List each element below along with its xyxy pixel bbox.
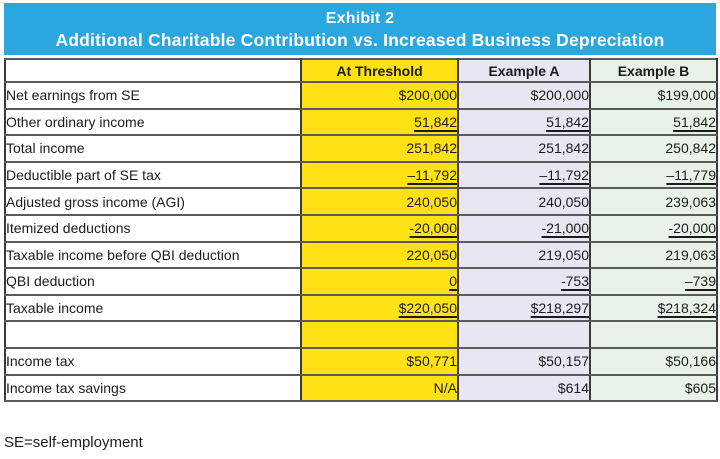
column-header-example-b: Example B xyxy=(589,58,718,83)
row-label: Taxable income before QBI deduction xyxy=(4,240,302,270)
cell-example-a: $200,000 xyxy=(457,81,591,110)
cell-example-b: 219,063 xyxy=(589,240,718,270)
cell-at-threshold: -20,000 xyxy=(300,213,459,243)
row-label xyxy=(4,320,302,349)
table-row: Taxable income before QBI deduction 220,… xyxy=(4,240,718,270)
table-row: Total income 251,842 251,842 250,842 xyxy=(4,134,718,163)
cell-example-b: –11,779 xyxy=(589,160,718,190)
cell-example-a: 251,842 xyxy=(457,134,591,163)
column-header-at-threshold: At Threshold xyxy=(300,58,459,83)
table-row: Adjusted gross income (AGI) 240,050 240,… xyxy=(4,187,718,216)
cell-example-b: $605 xyxy=(589,373,718,403)
cell-example-a: –11,792 xyxy=(457,160,591,190)
cell-at-threshold: 251,842 xyxy=(300,134,459,163)
column-header-example-a: Example A xyxy=(457,58,591,83)
cell-example-a xyxy=(457,320,591,349)
cell-example-a: 219,050 xyxy=(457,240,591,270)
cell-example-b: $218,324 xyxy=(589,293,718,323)
row-label: Adjusted gross income (AGI) xyxy=(4,187,302,216)
cell-at-threshold: –11,792 xyxy=(300,160,459,190)
table-row: Taxable income $220,050 $218,297 $218,32… xyxy=(4,293,718,323)
row-label: Income tax savings xyxy=(4,373,302,403)
header-blank-cell xyxy=(4,58,302,83)
table-row: Income tax $50,771 $50,157 $50,166 xyxy=(4,346,718,376)
table-row: Net earnings from SE $200,000 $200,000 $… xyxy=(4,81,718,110)
cell-example-b xyxy=(589,320,718,349)
exhibit-number: Exhibit 2 xyxy=(325,10,395,27)
spacer-row xyxy=(4,320,718,349)
row-label: Net earnings from SE xyxy=(4,81,302,110)
cell-at-threshold: 220,050 xyxy=(300,240,459,270)
cell-at-threshold: N/A xyxy=(300,373,459,403)
cell-example-b: 239,063 xyxy=(589,187,718,216)
row-label: Income tax xyxy=(4,346,302,376)
cell-at-threshold: $200,000 xyxy=(300,81,459,110)
row-label: Taxable income xyxy=(4,293,302,323)
row-label: Deductible part of SE tax xyxy=(4,160,302,190)
exhibit-banner: Exhibit 2 Additional Charitable Contribu… xyxy=(4,3,716,55)
table-row: QBI deduction 0 -753 –739 xyxy=(4,267,718,296)
cell-at-threshold: $220,050 xyxy=(300,293,459,323)
cell-example-b: $199,000 xyxy=(589,81,718,110)
cell-at-threshold: 240,050 xyxy=(300,187,459,216)
cell-example-b: $50,166 xyxy=(589,346,718,376)
cell-example-b: 51,842 xyxy=(589,107,718,137)
row-label: Total income xyxy=(4,134,302,163)
cell-example-a: -21,000 xyxy=(457,213,591,243)
row-label: Other ordinary income xyxy=(4,107,302,137)
table-row: Deductible part of SE tax –11,792 –11,79… xyxy=(4,160,718,190)
cell-at-threshold: 51,842 xyxy=(300,107,459,137)
header-row: At Threshold Example A Example B xyxy=(4,58,718,83)
row-label: QBI deduction xyxy=(4,267,302,296)
row-label: Itemized deductions xyxy=(4,213,302,243)
cell-example-a: 51,842 xyxy=(457,107,591,137)
cell-at-threshold: 0 xyxy=(300,267,459,296)
cell-example-b: –739 xyxy=(589,267,718,296)
table-row: Itemized deductions -20,000 -21,000 -20,… xyxy=(4,213,718,243)
cell-example-a: $614 xyxy=(457,373,591,403)
cell-example-b: -20,000 xyxy=(589,213,718,243)
cell-example-a: 240,050 xyxy=(457,187,591,216)
cell-example-a: $50,157 xyxy=(457,346,591,376)
cell-example-b: 250,842 xyxy=(589,134,718,163)
table-footnote: SE=self-employment xyxy=(4,434,143,451)
comparison-table: At Threshold Example A Example B Net ear… xyxy=(4,58,718,403)
exhibit-title: Additional Charitable Contribution vs. I… xyxy=(55,30,665,50)
cell-example-a: $218,297 xyxy=(457,293,591,323)
cell-example-a: -753 xyxy=(457,267,591,296)
table-row: Income tax savings N/A $614 $605 xyxy=(4,373,718,403)
cell-at-threshold: $50,771 xyxy=(300,346,459,376)
table-row: Other ordinary income 51,842 51,842 51,8… xyxy=(4,107,718,137)
cell-at-threshold xyxy=(300,320,459,349)
